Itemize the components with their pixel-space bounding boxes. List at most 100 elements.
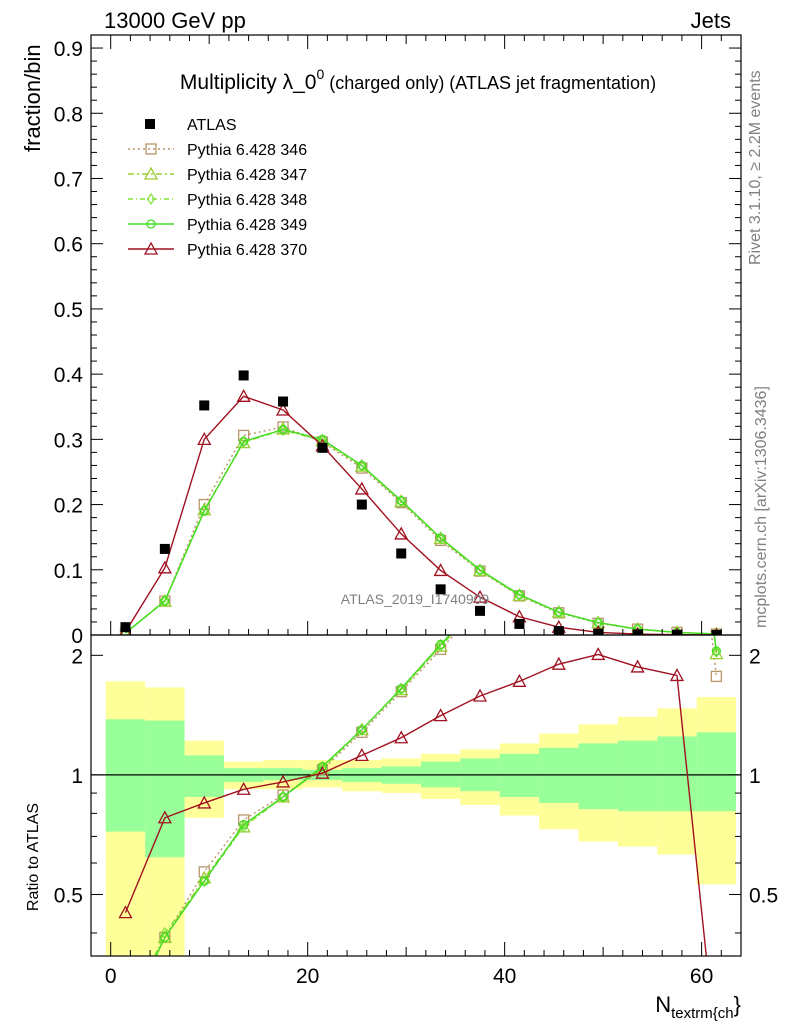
ratio-series-point: [672, 327, 682, 337]
series-point: [396, 496, 406, 506]
ratio-series-point: [633, 356, 643, 366]
ratio-series-point: [239, 819, 249, 830]
series-point: [157, 560, 172, 574]
series-point: [472, 589, 488, 603]
ratio-tick-label-right: 1: [749, 765, 761, 788]
ratio-tick-label: 0.5: [54, 884, 83, 907]
ratio-series-point: [396, 683, 406, 696]
series-point: [357, 460, 367, 471]
data-point: [120, 622, 131, 633]
band-inner: [657, 736, 697, 812]
band-inner: [263, 768, 303, 781]
legend-label-data: ATLAS: [187, 117, 237, 134]
ratio-series-point: [516, 549, 523, 559]
chart-title-main: Multiplicity λ_0: [180, 71, 317, 94]
data-point: [199, 400, 210, 411]
data-point: [514, 618, 525, 629]
ratio-series-line: [155, 635, 718, 956]
legend-label: Pythia 6.428 349: [187, 217, 307, 234]
data-point: [278, 396, 289, 407]
series-point: [278, 424, 288, 435]
ratio-series-point: [236, 781, 251, 795]
legend-label: Pythia 6.428 347: [187, 167, 307, 184]
legend-marker-data: [145, 119, 155, 129]
ratio-series-point: [673, 328, 681, 336]
chart-title: Multiplicity λ_00 (charged only) (ATLAS …: [180, 66, 656, 94]
x-tick-label: 20: [296, 965, 319, 988]
header-right: Jets: [691, 8, 731, 33]
ratio-series-point: [275, 774, 291, 788]
axes: 00.10.20.30.40.50.60.70.80.90 20 40 600.5 0.…: [54, 34, 778, 988]
ratio-series-point: [433, 708, 448, 722]
x-tick-label: 40: [493, 965, 516, 988]
ratio-series-point: [513, 548, 525, 559]
ratio-series-point: [436, 640, 445, 653]
series-point: [239, 436, 249, 446]
mcplots-label: mcplots.cern.ch [arXiv:1306.3436]: [753, 386, 770, 628]
series-point: [394, 526, 409, 540]
series-point: [199, 506, 209, 516]
band-inner: [145, 720, 185, 858]
band-inner: [617, 740, 658, 812]
ratio-series-point: [634, 356, 641, 366]
x-tick-label: 60: [690, 965, 713, 988]
data-point: [711, 629, 722, 635]
ratio-panel-marks: [118, 326, 724, 1024]
series-line: [124, 395, 717, 635]
data-point: [238, 370, 249, 381]
ratio-series-point: [512, 673, 527, 687]
y-tick-label: 0: [71, 625, 83, 648]
ratio-series-point: [555, 468, 563, 476]
x-axis-label: Ntextrm{ch}: [655, 992, 741, 1022]
ratio-tick-label-right: 2: [749, 645, 761, 668]
series-point: [395, 496, 407, 509]
series-point: [238, 429, 250, 442]
legend-marker: [146, 219, 156, 229]
series-point: [160, 596, 170, 606]
ratio-series-point: [239, 820, 248, 833]
ratio-series-point: [160, 932, 170, 942]
legend-label: Pythia 6.428 346: [187, 142, 307, 159]
x-axis-label-close: }: [734, 992, 741, 1017]
ratio-series-point: [630, 659, 645, 673]
ratio-series-point: [515, 550, 523, 558]
ratio-series-point: [315, 765, 330, 779]
header-left: 13000 GeV pp: [104, 8, 246, 33]
ratio-series-point: [157, 810, 172, 824]
data-point: [632, 629, 643, 635]
x-axis-label-sub: textrm{ch: [671, 1005, 734, 1022]
legend-marker: [143, 241, 159, 255]
watermark: ATLAS_2019_I1740909: [341, 591, 490, 607]
legend: ATLAS Pythia 6.428 346 Pythia 6.428 347 Pyt…: [128, 117, 307, 259]
series-point: [436, 532, 445, 545]
y-tick-label: 0.4: [54, 364, 84, 387]
data-point: [671, 629, 682, 635]
series-point: [278, 424, 288, 437]
ratio-series-point: [554, 473, 564, 483]
y-tick-label: 0.8: [54, 103, 83, 126]
data-point: [317, 442, 328, 453]
series-line: [125, 428, 717, 635]
ratio-series-point: [712, 645, 721, 658]
ratio-series-point: [122, 1016, 129, 1024]
uncertainty-bands: [91, 681, 741, 956]
data-point: [396, 548, 407, 559]
ratio-series-line: [154, 635, 718, 956]
data-point: [553, 626, 564, 635]
ratio-series-point: [394, 730, 409, 744]
ratio-series-point: [555, 467, 562, 477]
chart-title-sup: 0: [316, 66, 324, 82]
ratio-series-point: [634, 357, 642, 365]
ratio-series-point: [435, 639, 446, 650]
band-inner: [184, 755, 224, 797]
band-inner: [696, 732, 737, 812]
y-tick-label: 0.3: [54, 429, 83, 452]
ratio-series-point: [592, 381, 604, 392]
ratio-series-point: [200, 875, 209, 888]
data-point: [475, 605, 486, 616]
ratio-series-line: [153, 635, 718, 956]
ratio-series-point: [671, 326, 683, 337]
ratio-tick-label: 2: [71, 645, 83, 668]
ratio-series-point: [118, 905, 133, 919]
